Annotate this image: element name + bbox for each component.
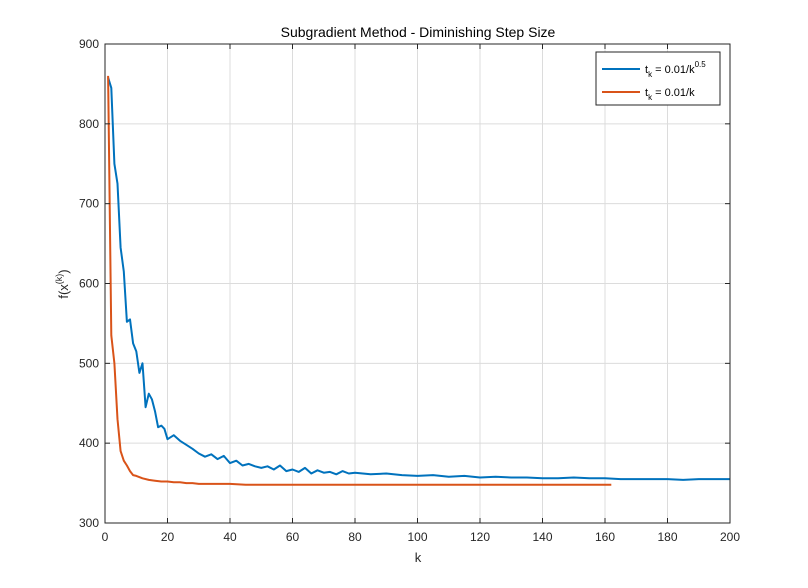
ticks: 0 20 40 60 80 100 120 140 160 180 200 300 400 500 600 7… [79, 37, 740, 544]
y-axis-label: f(x(k)) [54, 269, 71, 298]
x-tick-label: 0 [102, 530, 109, 544]
x-tick-label: 60 [286, 530, 300, 544]
y-axis-label-sup: (k) [54, 274, 64, 285]
x-tick-label: 120 [470, 530, 490, 544]
legend-box [595, 51, 721, 106]
y-tick-label: 400 [79, 436, 99, 450]
x-tick-label: 40 [223, 530, 237, 544]
legend-entry-series-2: tk = 0.01/k [645, 87, 695, 102]
x-tick-label: 100 [407, 530, 427, 544]
chart-title: Subgradient Method - Diminishing Step Si… [281, 24, 556, 40]
series-line-1 [107, 77, 730, 481]
y-tick-label: 900 [79, 37, 99, 51]
x-tick-label: 200 [720, 530, 740, 544]
x-tick-label: 20 [161, 530, 175, 544]
legend-entry-series-1: tk = 0.01/k0.5 [645, 60, 706, 79]
x-tick-label: 180 [657, 530, 677, 544]
x-tick-label: 140 [532, 530, 552, 544]
y-tick-label: 300 [79, 516, 99, 530]
y-tick-label: 500 [79, 356, 99, 370]
x-tick-label: 160 [595, 530, 615, 544]
x-tick-label: 80 [348, 530, 362, 544]
series-layer [107, 75, 730, 486]
y-axis-label-close: ) [56, 269, 71, 273]
series-line-2 [107, 75, 612, 486]
x-axis-label: k [415, 550, 422, 565]
y-axis-label-base: f(x [56, 284, 71, 299]
y-tick-label: 800 [79, 117, 99, 131]
y-tick-label: 600 [79, 277, 99, 291]
y-tick-label: 700 [79, 197, 99, 211]
legend: tk = 0.01/k0.5 tk = 0.01/k [595, 51, 721, 106]
